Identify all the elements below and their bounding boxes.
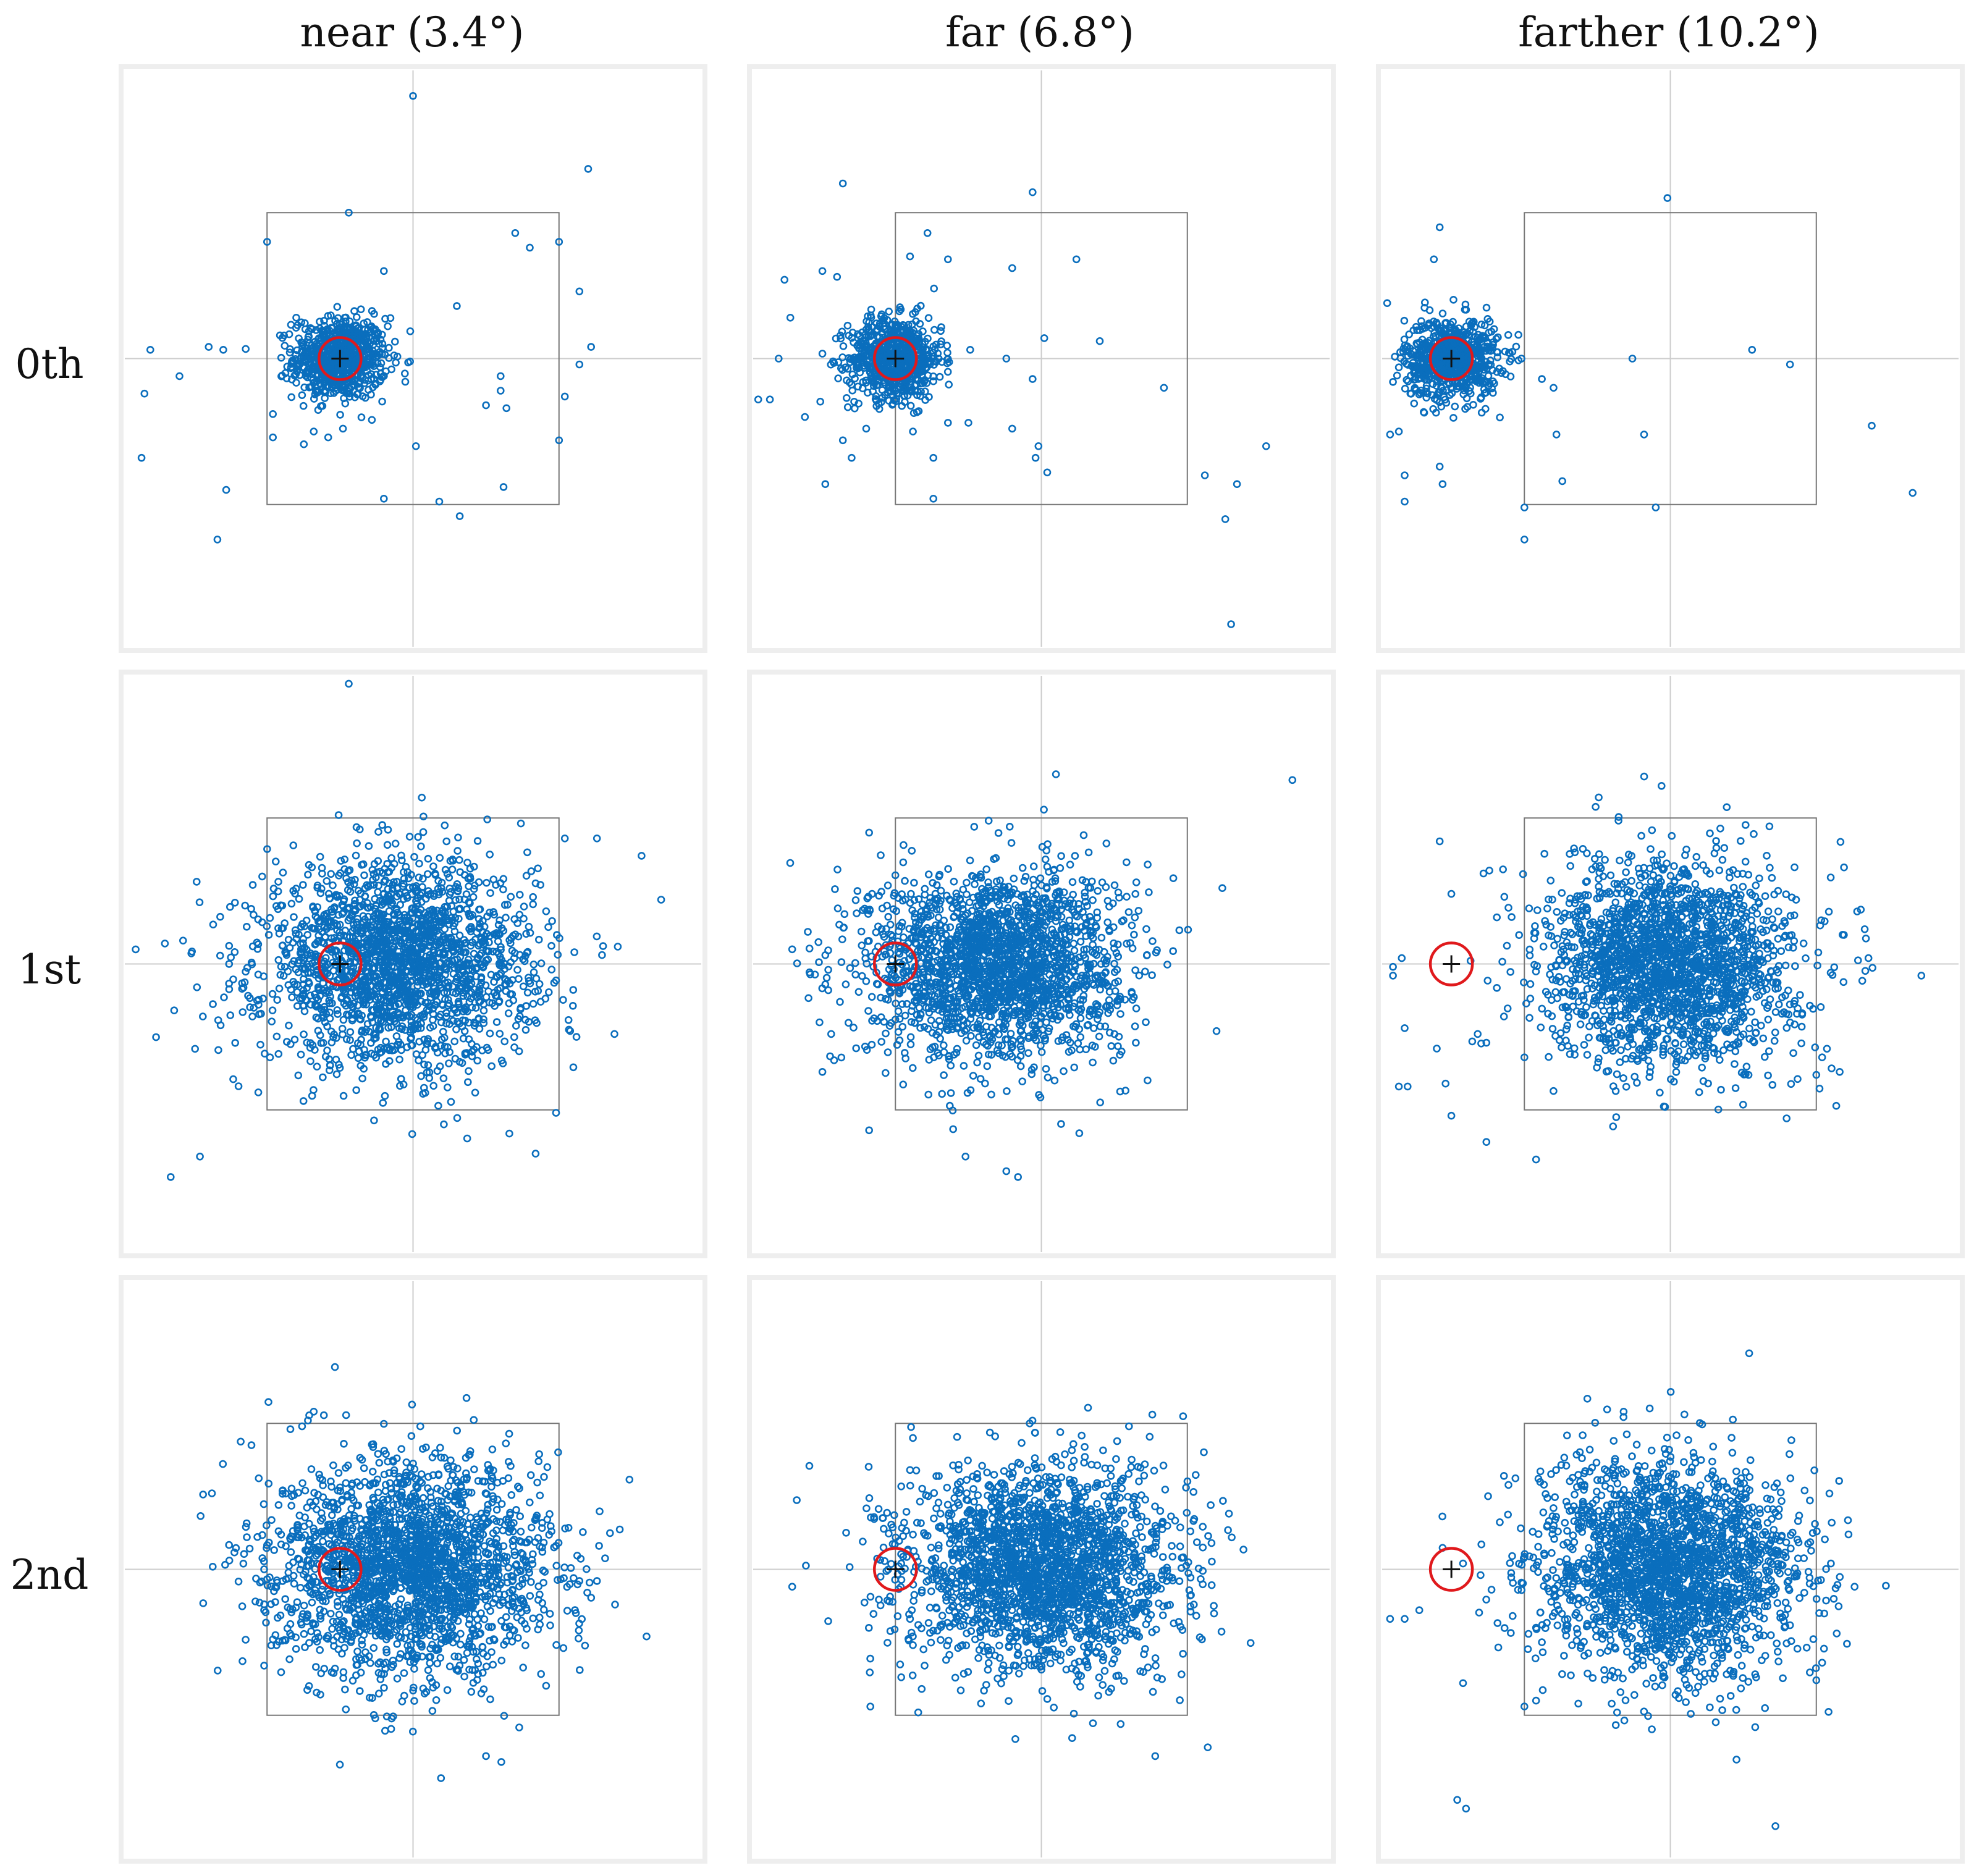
panel-0th-1: [119, 64, 707, 653]
panel-0th-3: [1376, 64, 1965, 653]
data-point: [377, 359, 386, 368]
row-label-2nd: 2nd: [11, 1551, 89, 1599]
data-point: [401, 377, 410, 386]
data-point: [277, 353, 285, 362]
row-label-1st: 1st: [18, 946, 81, 993]
data-point: [356, 305, 365, 314]
column-title-far: far (6.8°): [945, 9, 1134, 56]
data-point: [292, 370, 300, 379]
data-point: [333, 303, 342, 311]
data-point: [299, 402, 308, 410]
data-point: [286, 345, 294, 353]
data-point: [363, 318, 371, 326]
data-point: [376, 335, 385, 344]
data-point: [351, 393, 359, 402]
data-point: [390, 337, 399, 346]
panel-1st-1: [119, 670, 707, 1258]
row-labels: 0th 1st 2nd: [11, 340, 89, 1599]
column-title-near: near (3.4°): [300, 9, 525, 56]
data-point: [367, 375, 376, 383]
column-titles: near (3.4°) far (6.8°) farther (10.2°): [300, 9, 1820, 56]
data-point: [378, 330, 386, 339]
data-point: [300, 440, 308, 448]
data-point: [293, 346, 302, 355]
panel-0th-2: [747, 64, 1336, 653]
center-box: [266, 212, 560, 505]
data-point: [310, 395, 318, 403]
data-point: [381, 314, 389, 323]
data-point: [386, 314, 395, 322]
data-point: [378, 397, 386, 406]
data-point: [320, 321, 329, 330]
data-point: [314, 406, 323, 414]
panels-layer: [119, 64, 1965, 1864]
data-point: [306, 383, 314, 392]
data-point: [298, 391, 306, 400]
data-point: [357, 413, 366, 421]
data-point: [400, 369, 409, 378]
data-point: [320, 316, 328, 325]
data-point: [316, 318, 324, 326]
column-title-farther: farther (10.2°): [1518, 9, 1819, 56]
data-point: [370, 309, 378, 318]
data-point: [242, 345, 250, 353]
data-point: [304, 335, 312, 344]
row-label-0th: 0th: [15, 340, 83, 388]
panel-1st-2: [747, 670, 1336, 1258]
